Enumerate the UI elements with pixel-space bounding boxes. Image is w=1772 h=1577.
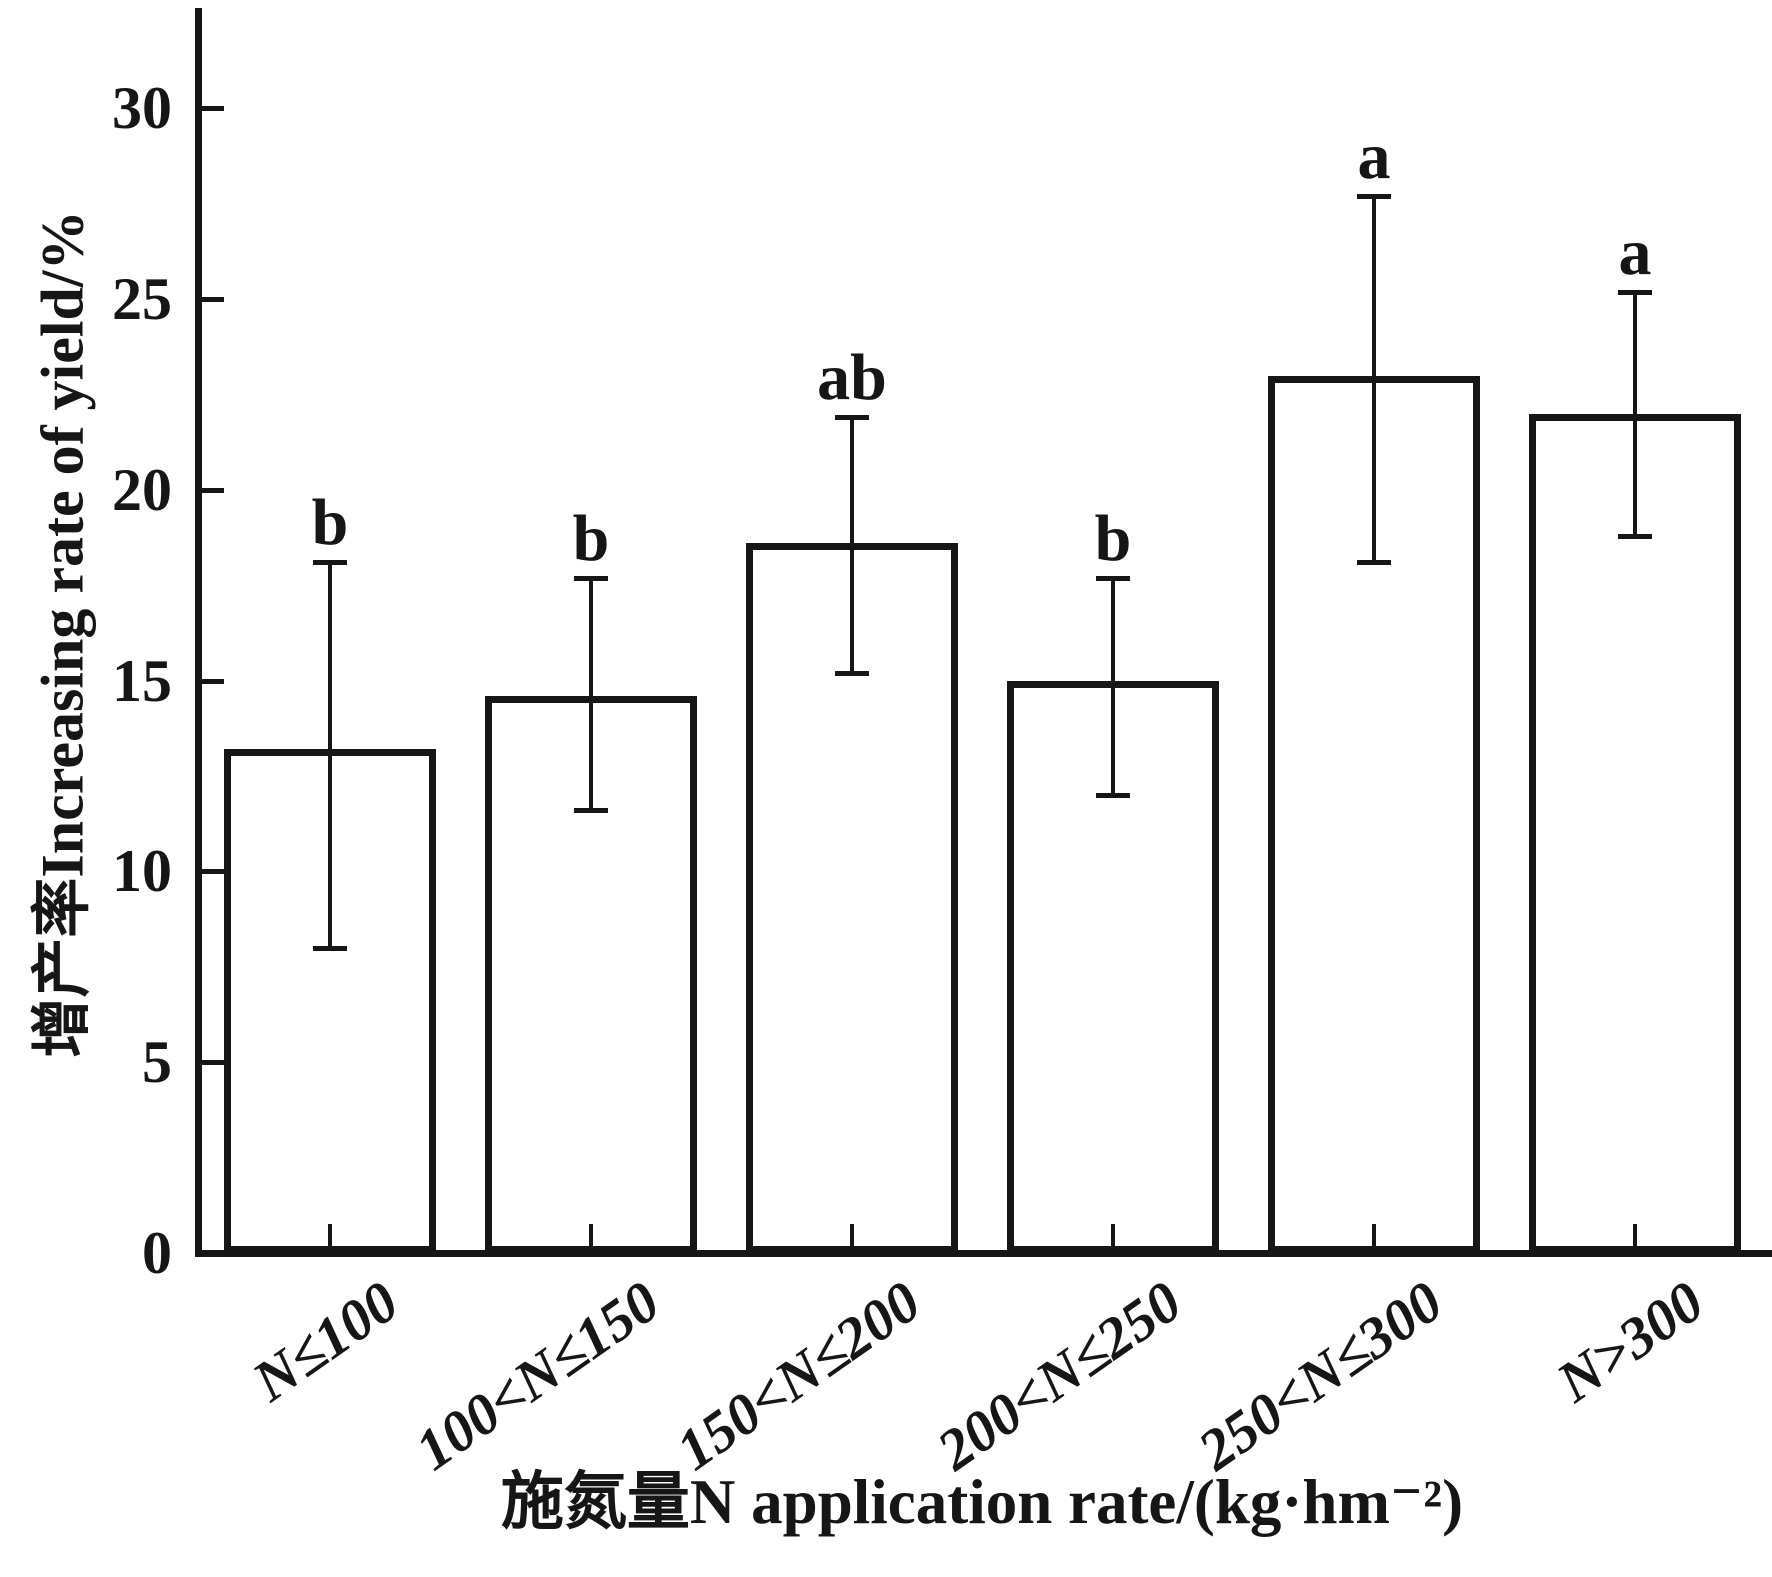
y-tick [202,679,224,684]
y-tick-label: 0 [142,1220,172,1286]
y-tick [202,106,224,111]
y-tick [202,869,224,874]
x-category-label: N≤100 [241,1268,411,1414]
error-bar-line [1111,578,1115,795]
bar [224,749,436,1253]
x-tick [1111,1224,1115,1250]
x-tick [1633,1224,1637,1250]
significance-letter: a [1618,216,1652,289]
x-tick [850,1224,854,1250]
y-tick [202,1060,224,1065]
error-bar-cap-top [313,560,347,565]
significance-letter: ab [817,341,887,414]
y-tick-label: 30 [112,75,172,141]
x-category-label: N>300 [1545,1268,1716,1415]
error-bar-cap-top [835,415,869,420]
x-tick [589,1224,593,1250]
x-category-label: 100<N≤150 [403,1268,672,1483]
y-tick-label: 10 [112,838,172,904]
error-bar-cap-top [574,576,608,581]
bar [1529,414,1741,1253]
y-tick-label: 15 [112,648,172,714]
x-category-label: 200<N≤250 [925,1268,1194,1483]
error-bar-cap-bottom [1096,793,1130,798]
error-bar-line [1633,292,1637,536]
y-tick-label: 25 [112,266,172,332]
x-category-label: 250<N≤300 [1186,1268,1455,1483]
error-bar-cap-bottom [1618,534,1652,539]
x-tick [328,1224,332,1250]
x-axis-line [195,1250,1772,1257]
y-tick [202,297,224,302]
y-tick-label: 5 [142,1029,172,1095]
significance-letter: b [572,502,610,575]
x-tick [1372,1224,1376,1250]
y-tick-label: 20 [112,457,172,523]
error-bar-cap-top [1357,194,1391,199]
error-bar-line [589,578,593,810]
significance-letter: b [311,486,349,559]
error-bar-cap-bottom [574,808,608,813]
error-bar-line [1372,196,1376,562]
significance-letter: b [1094,502,1132,575]
error-bar-cap-top [1618,290,1652,295]
error-bar-line [850,417,854,673]
x-category-label: 150<N≤200 [664,1268,933,1483]
y-axis-line [195,8,202,1257]
y-axis-title: 增产率Increasing rate of yield/% [29,210,96,1058]
error-bar-line [328,562,332,948]
error-bar-cap-top [1096,576,1130,581]
error-bar-cap-bottom [835,671,869,676]
y-tick [202,488,224,493]
significance-letter: a [1357,120,1391,193]
error-bar-cap-bottom [313,946,347,951]
x-axis-title: 施氮量N application rate/(kg·hm⁻²) [500,1467,1464,1537]
error-bar-cap-bottom [1357,560,1391,565]
